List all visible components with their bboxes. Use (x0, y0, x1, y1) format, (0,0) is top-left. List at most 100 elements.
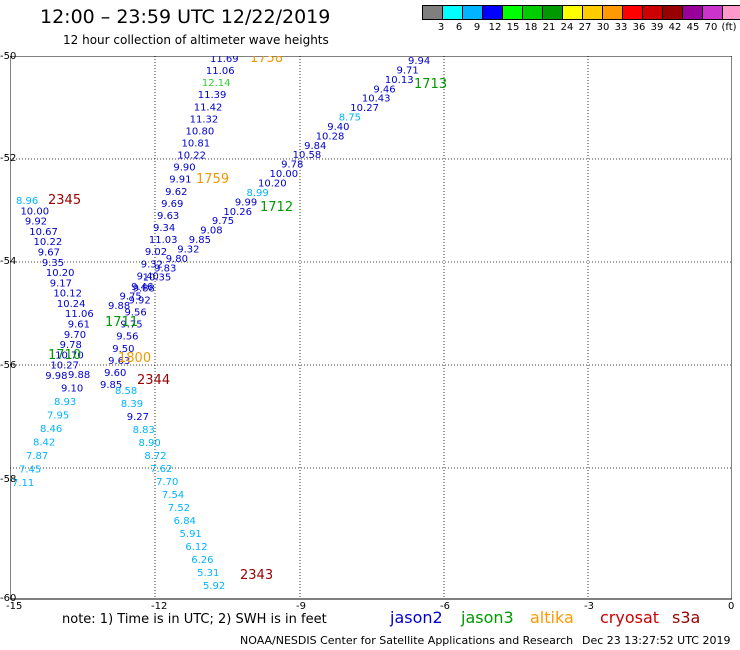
time-label-2343: 2343 (240, 568, 273, 583)
sat-label-cryosat: cryosat (600, 608, 660, 627)
time-label-1759: 1759 (196, 172, 229, 187)
legend-swatch (702, 5, 723, 20)
swh-value-label: 9.17 (50, 278, 72, 289)
legend-label: 70 (704, 22, 718, 33)
swh-value-label: 9.84 (304, 141, 326, 152)
wave-height-plot: 11.6911.0612.1411.3911.4211.3210.8010.81… (10, 56, 732, 600)
legend-swatch (462, 5, 483, 20)
swh-value-label: 9.08 (200, 226, 222, 237)
legend-swatch (502, 5, 523, 20)
time-label-2345: 2345 (48, 193, 81, 208)
legend-label: 45 (686, 22, 700, 33)
swh-value-label: 9.27 (127, 412, 149, 423)
swh-value-label: 9.85 (189, 235, 211, 246)
swh-value-label: 12.14 (202, 78, 231, 89)
swh-value-label: 9.56 (116, 332, 138, 343)
swh-value-label: 7.11 (12, 478, 34, 489)
x-tick-label: -6 (440, 601, 450, 612)
sat-label-s3a: s3a (672, 608, 701, 627)
swh-value-label: 9.61 (68, 320, 90, 331)
swh-value-label: 9.80 (166, 254, 188, 265)
time-label-1712: 1712 (260, 200, 293, 215)
time-label-1800: 1800 (118, 351, 151, 366)
swh-value-label: 10.27 (350, 103, 379, 114)
plot-grid (10, 56, 732, 599)
swh-value-label: 9.88 (108, 301, 130, 312)
swh-value-label: 9.92 (25, 217, 47, 228)
map-title: 12:00 – 23:59 UTC 12/22/2019 (40, 6, 331, 28)
swh-value-label: 8.99 (246, 188, 268, 199)
swh-value-label: 9.75 (212, 216, 234, 227)
legend-label: 30 (596, 22, 610, 33)
y-tick-label: -56 (0, 360, 17, 371)
swh-value-label: 10.35 (143, 273, 172, 284)
legend-label: 24 (560, 22, 574, 33)
swh-value-label: 9.67 (38, 247, 60, 258)
legend-label: (ft) (721, 22, 737, 33)
swh-value-label: 9.78 (60, 340, 82, 351)
swh-value-label: 8.72 (144, 451, 166, 462)
legend-label: 36 (632, 22, 646, 33)
swh-value-label: 11.06 (206, 66, 235, 77)
swh-value-label: 9.69 (161, 199, 183, 210)
swh-value-label: 10.67 (29, 227, 58, 238)
sat-label-altika: altika (530, 608, 574, 627)
swh-value-label: 9.40 (327, 122, 349, 133)
legend-swatch (482, 5, 503, 20)
swh-value-label: 9.50 (112, 344, 134, 355)
swh-value-label: 9.88 (68, 370, 90, 381)
swh-value-label: 10.70 (55, 350, 84, 361)
swh-value-label: 5.31 (197, 568, 219, 579)
swh-value-label: 7.54 (162, 490, 184, 501)
swh-value-label: 9.10 (61, 384, 83, 395)
swh-value-label: 9.60 (104, 368, 126, 379)
swh-value-label: 9.63 (157, 211, 179, 222)
swh-value-label: 8.42 (33, 438, 55, 449)
legend-swatch (622, 5, 643, 20)
swh-value-label: 11.39 (198, 90, 227, 101)
swh-value-label: 9.63 (108, 356, 130, 367)
swh-value-label: 8.46 (40, 424, 62, 435)
swh-value-label: 6.12 (185, 542, 207, 553)
legend-label: 15 (506, 22, 520, 33)
swh-value-label: 10.00 (270, 169, 299, 180)
swh-value-label: 10.24 (57, 299, 86, 310)
legend-label: 9 (473, 22, 481, 33)
legend-swatch (722, 5, 740, 20)
swh-value-label: 9.75 (120, 320, 142, 331)
map-subtitle: 12 hour collection of altimeter wave hei… (63, 33, 329, 47)
swh-value-label: 10.80 (186, 126, 215, 137)
legend-swatch (542, 5, 563, 20)
swh-value-label: 9.32 (177, 244, 199, 255)
swh-value-label: 8.90 (138, 438, 160, 449)
swh-value-label: 8.96 (16, 196, 38, 207)
sat-label-jason3: jason3 (461, 608, 514, 627)
swh-value-label: 10.12 (53, 289, 82, 300)
swh-value-label: 7.70 (156, 477, 178, 488)
swh-value-label: 10.22 (34, 237, 63, 248)
swh-value-label: 10.28 (316, 131, 345, 142)
time-label-1758: 1758 (250, 56, 283, 66)
legend-label: 6 (455, 22, 463, 33)
swh-value-label: 9.90 (173, 163, 195, 174)
swh-data-points: 11.6911.0612.1411.3911.4211.3210.8010.81… (12, 56, 447, 592)
swh-value-label: 9.62 (165, 187, 187, 198)
swh-value-label: 10.26 (223, 207, 252, 218)
swh-value-label: 7.62 (150, 464, 172, 475)
swh-value-label: 9.70 (64, 330, 86, 341)
legend-swatch (582, 5, 603, 20)
swh-value-label: 9.02 (145, 247, 167, 258)
swh-value-label: 10.27 (50, 361, 79, 372)
legend-swatch (442, 5, 463, 20)
swh-value-label: 10.13 (385, 75, 414, 86)
swh-value-label: 9.34 (153, 223, 175, 234)
legend-label: 42 (668, 22, 682, 33)
x-tick-label: -9 (296, 601, 306, 612)
swh-value-label: 9.99 (235, 197, 257, 208)
generation-timestamp: Dec 23 13:27:52 UTC 2019 (582, 634, 731, 647)
swh-value-label: 9.92 (129, 295, 151, 306)
time-label-2344: 2344 (137, 373, 170, 388)
plot-frame (10, 56, 732, 600)
swh-value-label: 11.03 (149, 235, 178, 246)
swh-value-label: 9.56 (124, 308, 146, 319)
